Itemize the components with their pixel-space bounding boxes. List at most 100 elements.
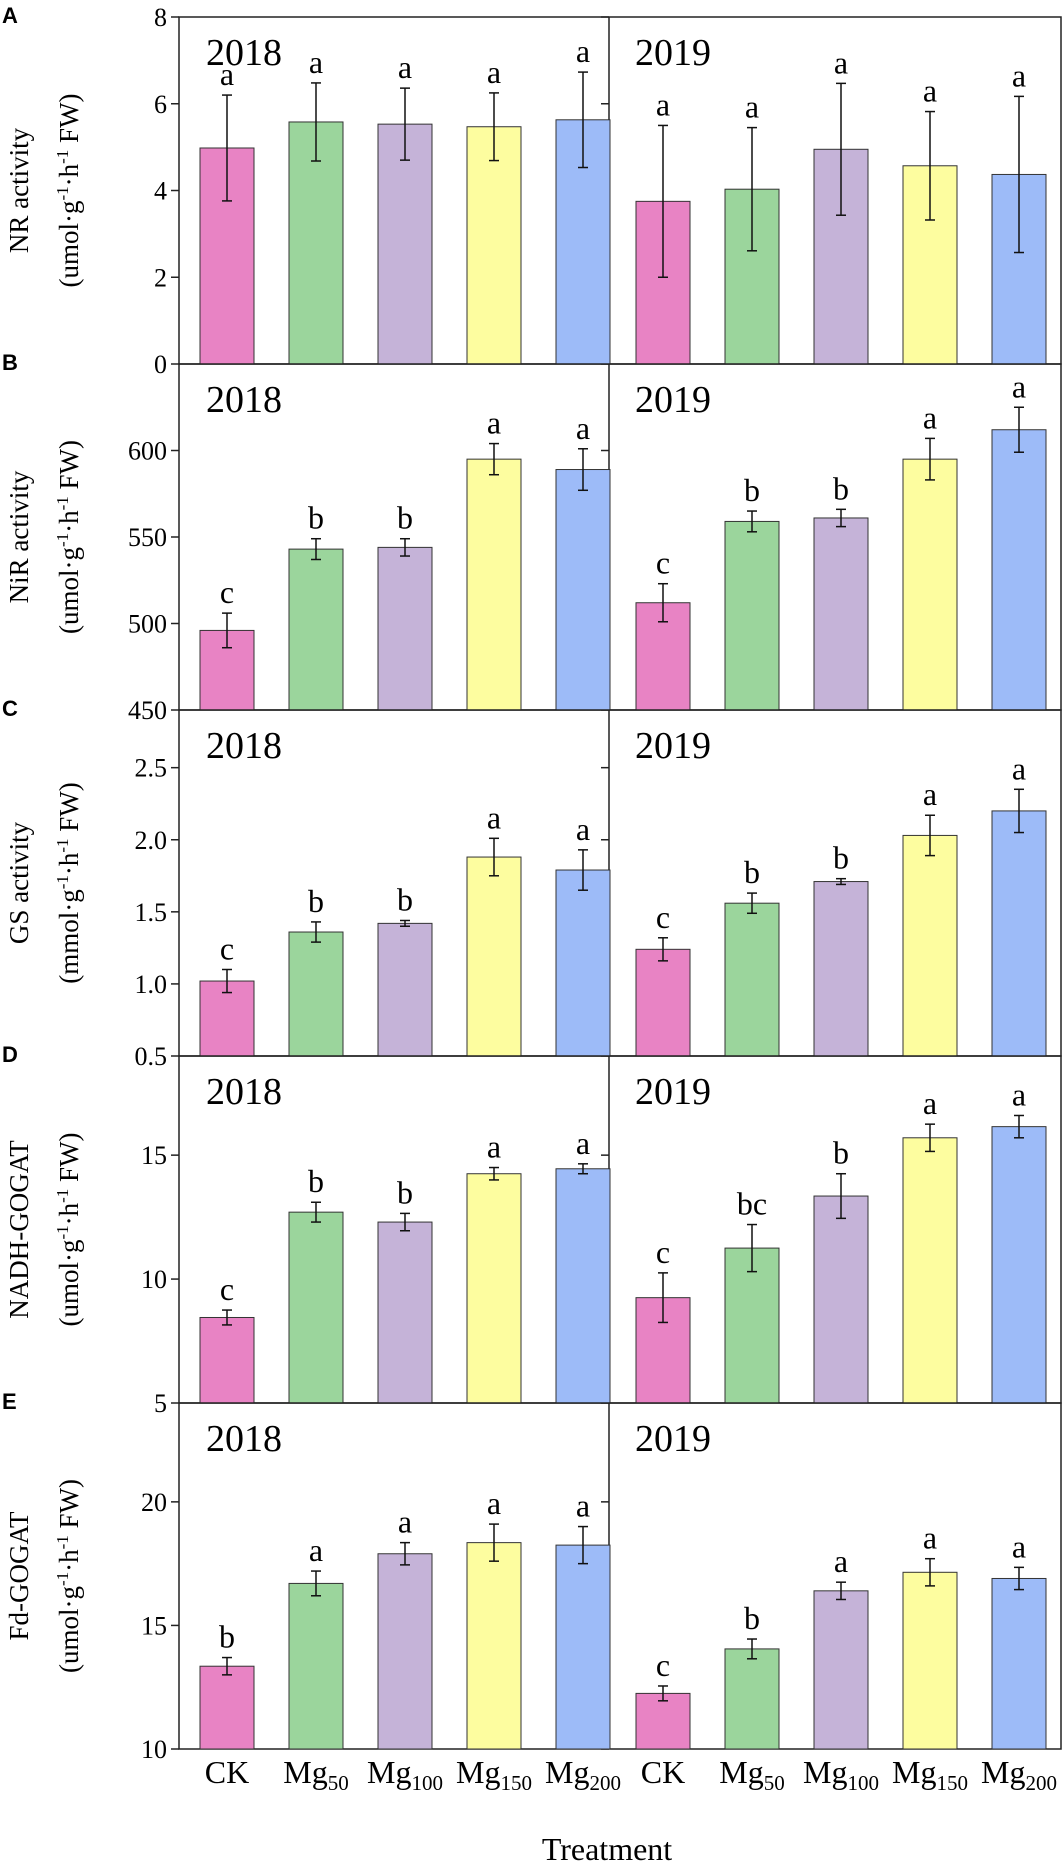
panel-a-sig-letter: a [834, 44, 848, 80]
panel-d-bar-2018 [466, 1173, 522, 1404]
panel-d-ytick-label: 5 [154, 1389, 167, 1418]
panel-e-ytick-label: 10 [141, 1735, 167, 1764]
panel-c-sig-letter: c [656, 899, 670, 935]
panel-b-ytick-label: 500 [128, 610, 167, 639]
panel-c-sig-letter: b [833, 840, 849, 876]
panel-a-ytick-label: 4 [154, 177, 167, 206]
panel-d-bar-2018 [288, 1211, 344, 1404]
panel-e-bar-2018 [288, 1582, 344, 1750]
panel-c-sig-letter: b [397, 881, 413, 917]
panel-b-sig-letter: c [220, 574, 234, 610]
panel-a-sig-letter: a [220, 56, 234, 92]
panel-e-frame [178, 1402, 1062, 1750]
panel-d-sig-letter: c [656, 1234, 670, 1270]
panel-c-sig-letter: a [576, 811, 590, 847]
panel-c-ytick-label: 1.5 [135, 898, 168, 927]
panel-c-bar-2019 [635, 948, 691, 1057]
x-category-label: CK [205, 1754, 249, 1790]
panel-d-ylabel-unit: (umol·g-1​·h-1​ FW) [53, 1132, 84, 1326]
panel-b-bar-2018 [555, 469, 611, 711]
x-category-label: Mg150 [456, 1754, 532, 1795]
panel-e-ytick-label: 15 [141, 1611, 167, 1640]
panel-b-bar-2019 [813, 517, 869, 711]
panel-d-sig-letter: a [487, 1129, 501, 1165]
panel-d-bar-2018 [199, 1316, 255, 1404]
panel-c-bar-2018 [555, 869, 611, 1057]
panel-e-bar-2018 [377, 1553, 433, 1750]
panel-e-ylabel-unit: (umol·g-1​·h-1​ FW) [53, 1479, 84, 1673]
panel-b: B 450 500 550 600 NiR activity (umol·g-1​·h-1​… [2, 350, 1062, 725]
panel-d-bar-2019 [813, 1195, 869, 1404]
panel-d: D 5 10 15 NADH-GOGAT (umol·g-1​·h-1​ FW) 2018 c… [2, 1042, 1062, 1418]
panel-a-sig-letter: a [923, 73, 937, 109]
panel-d-bar-2018 [555, 1168, 611, 1404]
panel-c-bar-2019 [724, 902, 780, 1057]
panel-b-sig-letter: c [656, 545, 670, 581]
x-axis-title: Treatment [542, 1831, 672, 1867]
panel-a-sig-letter: a [1012, 57, 1026, 93]
panel-c-sig-letter: a [923, 776, 937, 812]
panel-a-label: A [2, 3, 18, 28]
panel-d-bar-2018 [377, 1221, 433, 1404]
panel-c: C 0.5 1.0 1.5 2.0 2.5 GS activity (mmol·g-1​·h-… [2, 696, 1062, 1071]
panel-a-sig-letter: a [656, 86, 670, 122]
panel-b-ylabel-name: NiR activity [4, 470, 34, 603]
panel-d-sig-letter: a [576, 1125, 590, 1161]
panel-b-sig-letter: a [923, 399, 937, 435]
panel-c-ytick-label: 2.0 [135, 826, 168, 855]
x-category-label: Mg200 [545, 1754, 621, 1795]
panel-b-bar-2018 [377, 546, 433, 711]
panel-e-sig-letter: a [398, 1504, 412, 1540]
panel-d-label: D [2, 1042, 18, 1067]
panel-a-sig-letter: a [309, 44, 323, 80]
panel-b-sig-letter: a [576, 410, 590, 446]
panel-b-year-2019: 2019 [635, 379, 711, 421]
x-category-label: CK [641, 1754, 685, 1790]
panel-e-sig-letter: b [744, 1600, 760, 1636]
panel-d-sig-letter: b [833, 1135, 849, 1171]
panel-c-sig-letter: b [744, 854, 760, 890]
panel-b-bar-2018 [288, 548, 344, 711]
panel-e-bar-2019 [991, 1577, 1047, 1750]
panel-c-ytick-label: 2.5 [135, 754, 168, 783]
panel-c-sig-letter: a [1012, 750, 1026, 786]
panel-a-sig-letter: a [576, 33, 590, 69]
panel-a-ylabel-unit: (umol·g-1​·h-1​ FW) [53, 93, 84, 287]
panel-d-ytick-label: 15 [141, 1141, 167, 1170]
panel-e-bar-2019 [724, 1648, 780, 1750]
panel-d-ytick-label: 10 [141, 1265, 167, 1294]
panel-e-bar-2018 [555, 1544, 611, 1750]
panel-e-sig-letter: a [1012, 1528, 1026, 1564]
panel-a-sig-letter: a [745, 89, 759, 125]
panel-e-sig-letter: c [656, 1647, 670, 1683]
panel-a-bar-2018 [377, 123, 433, 365]
panel-e-bar-2019 [813, 1590, 869, 1750]
panel-b-year-2018: 2018 [206, 379, 282, 421]
panel-e-bar-2019 [635, 1692, 691, 1750]
panel-e-sig-letter: a [309, 1532, 323, 1568]
panel-b-bar-2019 [902, 458, 958, 711]
x-category-label: Mg50 [283, 1754, 348, 1795]
panel-a-ytick-label: 0 [154, 350, 167, 379]
panel-b-sig-letter: a [1012, 368, 1026, 404]
panel-e-label: E [2, 1389, 17, 1414]
panel-b-ytick-label: 550 [128, 523, 167, 552]
panel-b-ylabel-unit: (umol·g-1​·h-1​ FW) [53, 440, 84, 634]
panel-a-ytick-label: 2 [154, 263, 167, 292]
panel-e-sig-letter: a [834, 1543, 848, 1579]
panel-b-sig-letter: b [744, 472, 760, 508]
panel-d-sig-letter: a [1012, 1076, 1026, 1112]
panel-e-sig-letter: a [576, 1488, 590, 1524]
panel-d-year-2019: 2019 [635, 1071, 711, 1113]
panel-a-year-2019: 2019 [635, 32, 711, 74]
panel-c-sig-letter: b [308, 883, 324, 919]
panel-d-year-2018: 2018 [206, 1071, 282, 1113]
panel-c-bar-2018 [377, 922, 433, 1057]
panel-c-year-2019: 2019 [635, 725, 711, 767]
panel-c-bar-2018 [466, 856, 522, 1057]
panel-e-bar-2019 [902, 1571, 958, 1750]
panel-d-bar-2019 [991, 1126, 1047, 1404]
panel-c-bar-2018 [288, 931, 344, 1057]
panel-c-bar-2019 [813, 881, 869, 1057]
